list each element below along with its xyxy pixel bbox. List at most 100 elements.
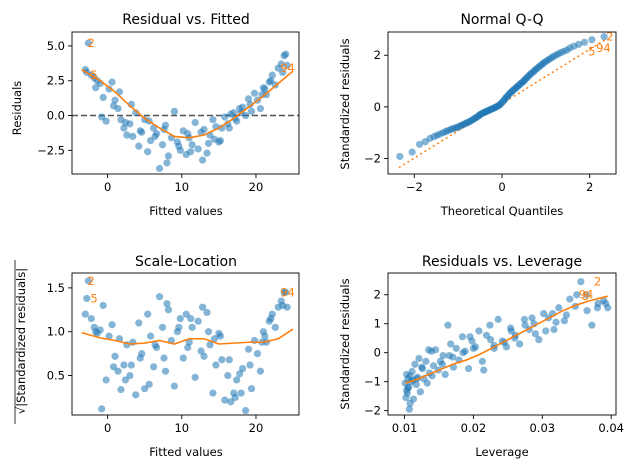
data-point bbox=[246, 100, 254, 108]
data-point bbox=[121, 376, 130, 384]
data-point bbox=[283, 61, 291, 70]
data-point bbox=[593, 304, 602, 312]
panel-3-xlabel: Fitted values bbox=[149, 445, 222, 459]
point-annotation: 2 bbox=[594, 275, 601, 289]
data-point bbox=[182, 310, 190, 318]
data-point bbox=[405, 405, 413, 413]
data-point bbox=[151, 132, 159, 141]
data-point bbox=[577, 278, 585, 286]
data-point bbox=[464, 365, 473, 373]
data-point bbox=[92, 84, 100, 92]
data-point bbox=[203, 308, 211, 317]
smooth-trend-line bbox=[404, 295, 608, 384]
data-point bbox=[267, 314, 275, 323]
data-point bbox=[600, 33, 608, 41]
x-tick-label: 10 bbox=[174, 421, 189, 435]
point-annotation: 5 bbox=[90, 68, 97, 82]
data-point bbox=[469, 344, 478, 352]
data-point bbox=[233, 376, 241, 384]
x-tick-label: −2 bbox=[406, 180, 423, 194]
data-point bbox=[515, 340, 524, 348]
data-point bbox=[566, 295, 574, 303]
y-tick-label: −2 bbox=[364, 152, 381, 166]
data-point bbox=[225, 356, 233, 364]
data-point bbox=[521, 321, 529, 329]
data-point bbox=[282, 288, 290, 296]
data-point bbox=[108, 321, 116, 329]
data-point bbox=[92, 328, 100, 336]
data-point bbox=[261, 85, 269, 93]
data-point bbox=[237, 389, 245, 397]
x-tick-label: 0.04 bbox=[598, 421, 624, 435]
data-point bbox=[475, 327, 483, 335]
data-point bbox=[416, 388, 424, 396]
data-point bbox=[225, 124, 233, 132]
data-point bbox=[444, 321, 452, 329]
data-point bbox=[136, 354, 144, 362]
data-point bbox=[191, 118, 199, 127]
point-annotation: 5 bbox=[90, 291, 97, 305]
data-point bbox=[191, 373, 199, 381]
panel-scale-location: Scale-Location Fitted values √|Standardi… bbox=[14, 254, 300, 459]
data-point bbox=[198, 156, 207, 164]
data-point bbox=[253, 350, 262, 358]
data-point bbox=[194, 145, 202, 153]
data-point bbox=[422, 357, 430, 365]
data-point bbox=[200, 125, 208, 134]
y-tick-label: 1.0 bbox=[47, 325, 65, 339]
data-point bbox=[227, 398, 235, 406]
data-point bbox=[487, 336, 495, 344]
x-tick-label: 0 bbox=[104, 180, 111, 194]
data-point bbox=[429, 362, 438, 370]
data-point bbox=[573, 291, 581, 299]
y-tick-label: 0.0 bbox=[47, 109, 65, 123]
data-point bbox=[583, 307, 591, 315]
data-point bbox=[198, 303, 207, 311]
panel-1-plot-area: 2 5 94 0 10 20 −2.5 0.0 2.5 5.0 bbox=[37, 31, 300, 194]
data-point bbox=[164, 152, 173, 160]
data-point bbox=[459, 349, 467, 357]
data-point bbox=[84, 277, 92, 285]
data-point bbox=[507, 327, 515, 335]
data-point bbox=[221, 396, 229, 404]
data-point bbox=[204, 328, 213, 336]
data-point bbox=[486, 321, 494, 329]
data-point bbox=[117, 385, 125, 394]
data-point bbox=[164, 306, 173, 314]
data-point bbox=[580, 38, 589, 46]
x-tick-label: 20 bbox=[249, 180, 264, 194]
data-point bbox=[144, 148, 152, 156]
data-point bbox=[250, 89, 259, 97]
data-point bbox=[155, 164, 164, 173]
panel-1-ylabel: Residuals bbox=[10, 81, 24, 136]
data-point bbox=[141, 385, 149, 393]
y-tick-label: 2 bbox=[374, 288, 381, 302]
data-point bbox=[209, 116, 217, 124]
point-annotation: 94 bbox=[280, 285, 295, 299]
data-point bbox=[111, 352, 119, 360]
data-point bbox=[236, 370, 244, 378]
data-point bbox=[415, 140, 424, 148]
data-point bbox=[418, 363, 426, 371]
data-point bbox=[244, 95, 253, 103]
x-tick-label: 0 bbox=[104, 421, 111, 435]
x-tick-label: 0.01 bbox=[392, 421, 418, 435]
data-point bbox=[277, 60, 285, 68]
data-point bbox=[438, 360, 447, 368]
data-point bbox=[403, 389, 411, 397]
data-point bbox=[98, 113, 106, 121]
data-point bbox=[588, 321, 596, 329]
data-point bbox=[204, 139, 213, 147]
data-point bbox=[105, 85, 113, 93]
panel-1-xlabel: Fitted values bbox=[149, 204, 222, 218]
panel-normal-qq: Normal Q-Q Theoretical Quantiles Standar… bbox=[338, 12, 617, 218]
data-point bbox=[458, 333, 466, 341]
data-point bbox=[279, 68, 287, 76]
panel-3-title: Scale-Location bbox=[135, 254, 237, 270]
data-point bbox=[151, 341, 159, 349]
panel-residuals-vs-leverage: Residuals vs. Leverage Leverage Standard… bbox=[338, 254, 624, 459]
point-annotation: 2 bbox=[87, 274, 94, 288]
data-point bbox=[129, 132, 137, 141]
x-tick-label: 0.02 bbox=[461, 421, 487, 435]
